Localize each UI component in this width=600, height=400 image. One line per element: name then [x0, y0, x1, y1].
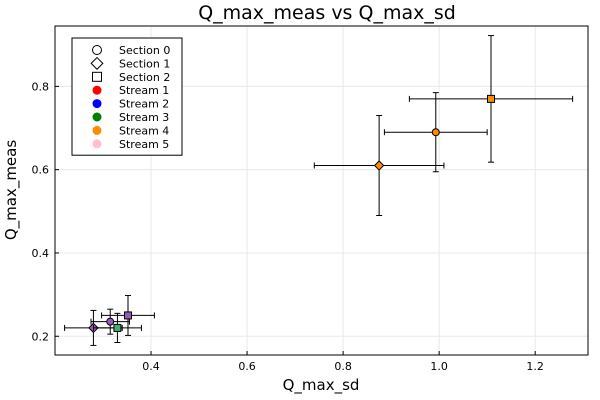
legend-marker: [92, 85, 102, 95]
data-point: [408, 35, 574, 163]
grid: [55, 26, 588, 355]
y-axis-label: Q_max_meas: [2, 140, 21, 241]
point-marker: [123, 311, 132, 320]
data-points: [64, 35, 574, 346]
legend-item: Section 1: [90, 56, 170, 70]
legend-label: Section 0: [119, 44, 170, 57]
legend-box: [71, 37, 183, 156]
y-tick-label: 0.8: [32, 80, 50, 93]
legend-item: Stream 3: [92, 111, 169, 124]
point-marker: [113, 323, 122, 332]
x-tick-label: 1.2: [526, 360, 544, 373]
data-point: [383, 92, 488, 173]
legend-item: Section 0: [92, 44, 170, 57]
x-tick-label: 0.8: [334, 360, 352, 373]
x-tick-label: 1.0: [430, 360, 448, 373]
data-point: [92, 312, 142, 344]
x-tick-label: 0.6: [238, 360, 256, 373]
legend-marker: [92, 99, 102, 109]
axis-ticks: 0.4 0.6 0.8 1.0 1.2 0.2 0.4 0.6 0.8: [32, 80, 544, 373]
legend-marker: [92, 71, 102, 82]
legend-label: Section 1: [119, 57, 170, 70]
legend-marker: [90, 56, 104, 70]
legend-label: Stream 4: [119, 124, 169, 137]
point-marker: [487, 94, 496, 103]
data-point: [313, 115, 445, 216]
data-point: [90, 308, 130, 335]
legend-item: Stream 4: [92, 124, 169, 137]
legend-item: Stream 5: [92, 138, 169, 151]
point-marker: [106, 317, 115, 326]
legend-marker: [92, 112, 102, 122]
x-tick-label: 0.4: [142, 360, 160, 373]
legend-label: Stream 3: [119, 111, 169, 124]
legend-marker: [92, 45, 102, 55]
legend-label: Section 2: [119, 71, 170, 84]
point-marker: [373, 160, 385, 171]
legend-item: Stream 1: [92, 84, 169, 97]
legend-label: Stream 1: [119, 84, 169, 97]
legend-marker: [92, 139, 102, 149]
y-tick-label: 0.2: [32, 330, 50, 343]
legend-item: Stream 2: [92, 98, 169, 111]
y-tick-label: 0.4: [32, 247, 50, 260]
legend-item: Section 2: [92, 71, 170, 84]
plot-frame: [54, 25, 589, 356]
legend-label: Stream 2: [119, 98, 169, 111]
legend-label: Stream 5: [119, 138, 169, 151]
legend-marker: [92, 125, 102, 135]
y-tick-label: 0.6: [32, 164, 50, 177]
x-axis-label: Q_max_sd: [283, 376, 360, 395]
chart-title: Q_max_meas vs Q_max_sd: [198, 2, 456, 24]
data-point: [101, 294, 155, 336]
point-marker: [431, 128, 440, 137]
